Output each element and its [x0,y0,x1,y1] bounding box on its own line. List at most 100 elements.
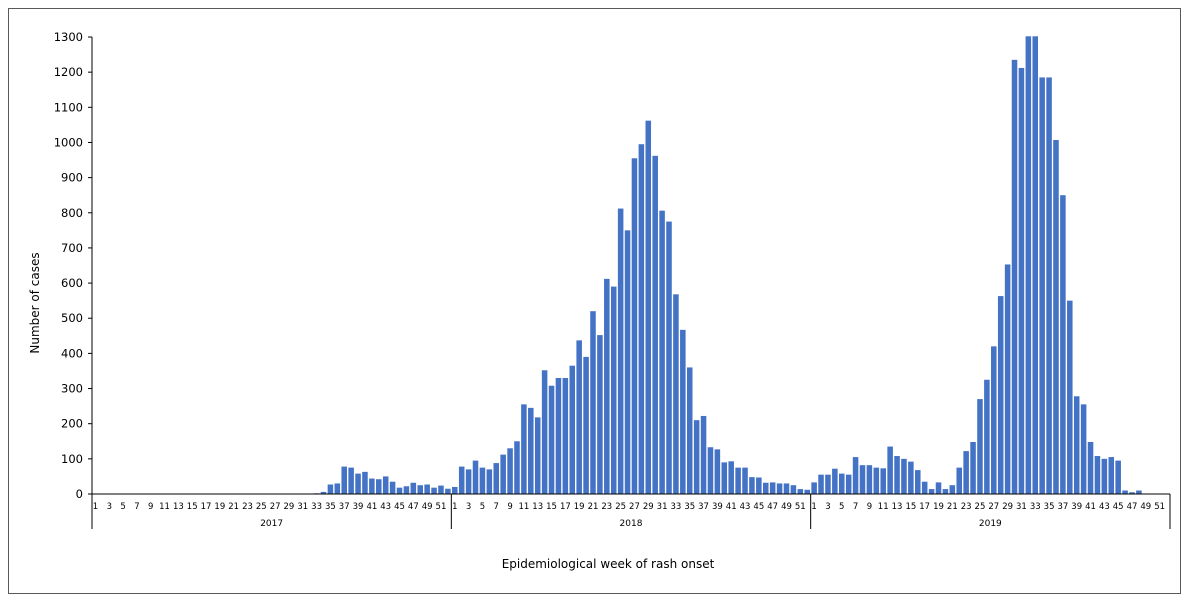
x-week-label: 1 [452,502,457,512]
bar-2018-week-37 [700,415,707,494]
x-week-label: 7 [134,502,139,512]
x-week-label: 31 [657,502,668,512]
x-week-label: 11 [518,502,529,512]
x-week-label: 43 [380,502,391,512]
bar-2019-week-38 [1067,300,1073,494]
bar-2018-week-6 [486,469,493,494]
x-week-label: 37 [698,502,709,512]
x-week-label: 35 [684,502,695,512]
y-tick-label: 200 [61,417,83,431]
bar-2017-week-46 [403,486,410,494]
x-week-label: 5 [120,502,125,512]
bar-2019-week-6 [845,474,852,494]
x-week-label: 5 [839,502,844,512]
x-week-label: 9 [507,502,512,512]
bar-chart: 0 100 200 300 400 500 600 700 800 900 1000 1100 1200… [28,30,1171,571]
bar-2018-week-4 [472,460,479,494]
y-tick-label: 300 [61,382,83,396]
x-week-label: 17 [560,502,571,512]
bar-2017-week-42 [376,479,382,494]
bar-2018-week-25 [617,208,624,494]
x-week-label: 51 [1154,502,1165,512]
bar-2019-week-26 [984,379,990,494]
x-year-label: 2018 [620,519,643,529]
bar-2019-week-44 [1108,457,1115,494]
bar-2019-week-40 [1080,404,1087,494]
x-week-label: 27 [988,502,999,512]
bar-2017-week-41 [369,478,375,494]
x-week-label: 15 [905,502,916,512]
bar-2019-week-34 [1039,77,1045,494]
x-week-label: 23 [601,502,612,512]
bar-2019-week-18 [928,489,935,494]
bar-2019-week-22 [956,467,963,494]
x-week-label: 47 [767,502,778,512]
bar-2017-week-36 [334,483,341,494]
x-week-label: 25 [615,502,626,512]
x-week-label: 15 [546,502,557,512]
y-tick-label: 500 [61,311,83,325]
bar-2018-week-27 [631,158,638,494]
y-tick-label: 1000 [54,135,83,149]
y-tick-label: 600 [61,276,83,290]
bar-2018-week-21 [590,311,596,494]
bar-2017-week-35 [327,484,334,494]
x-week-label: 41 [366,502,377,512]
x-week-label: 45 [753,502,764,512]
bar-2018-week-5 [479,467,486,494]
bar-2017-week-40 [362,471,368,494]
bar-2019-week-35 [1046,77,1052,494]
bar-2019-week-47 [1129,492,1135,494]
bar-2018-week-19 [576,340,582,494]
bar-2019-week-29 [1004,264,1011,494]
bar-2017-week-34 [320,491,327,494]
bar-2017-week-49 [424,484,430,494]
x-week-label: 25 [975,502,986,512]
x-week-label: 35 [325,502,336,512]
bar-2018-week-43 [742,467,748,494]
bar-2018-week-36 [693,420,700,494]
bar-2018-week-22 [597,335,603,494]
bar-2018-week-51 [797,489,804,494]
bar-2019-week-12 [887,446,893,494]
bar-2019-week-46 [1122,490,1128,494]
x-week-label: 39 [353,502,364,512]
bar-2018-week-34 [680,329,686,494]
x-week-label: 29 [284,502,295,512]
bar-2019-week-1 [811,482,817,494]
bar-2019-week-14 [901,458,907,494]
x-week-label: 41 [726,502,737,512]
x-week-label: 25 [256,502,267,512]
bar-2018-week-32 [666,221,672,495]
bar-2018-week-41 [728,461,734,494]
x-week-label: 9 [867,502,872,512]
bar-2019-week-17 [921,481,928,494]
x-week-label: 9 [148,502,153,512]
x-axis-title: Epidemiological week of rash onset [502,557,715,571]
bar-2019-week-3 [825,474,831,494]
y-tick-label: 400 [61,346,83,360]
bar-2018-week-2 [458,466,465,494]
x-week-label: 7 [494,502,499,512]
bar-2018-week-45 [756,477,762,494]
x-week-label: 23 [961,502,972,512]
x-week-label: 21 [228,502,239,512]
bar-2018-week-10 [514,441,520,494]
x-week-label: 21 [588,502,599,512]
bar-2018-week-3 [465,469,472,494]
x-week-label: 19 [574,502,585,512]
bar-2018-week-13 [534,417,541,494]
bar-2017-week-47 [410,482,417,494]
bar-series [313,36,1142,495]
x-week-label: 3 [466,502,471,512]
x-week-label: 37 [339,502,350,512]
x-week-label: 43 [740,502,751,512]
bar-2019-week-24 [970,441,976,494]
x-week-label: 23 [242,502,253,512]
y-tick-label: 1100 [54,100,83,114]
bar-2018-week-42 [735,467,741,494]
bar-2019-week-48 [1136,490,1142,494]
bar-2019-week-43 [1101,458,1108,494]
x-week-label: 7 [853,502,858,512]
x-week-label: 33 [671,502,682,512]
